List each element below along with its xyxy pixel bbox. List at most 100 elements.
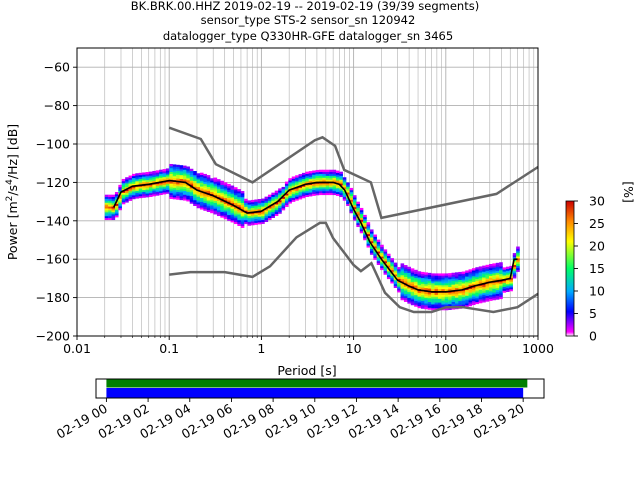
heatmap-cell [162, 184, 167, 187]
heatmap-cell [179, 169, 184, 172]
heatmap-cell [482, 284, 486, 288]
heatmap-cell [393, 266, 398, 269]
heatmap-cell [196, 204, 201, 207]
heatmap-cell [179, 195, 184, 199]
heatmap-cell [465, 272, 469, 275]
heatmap-cell [182, 173, 187, 176]
heatmap-cell [400, 284, 405, 287]
heatmap-cell [478, 270, 483, 273]
heatmap-cell [502, 276, 507, 280]
heatmap-cell [291, 186, 296, 189]
heatmap-cell [308, 192, 313, 195]
heatmap-cell [390, 263, 394, 267]
heatmap-cell [325, 188, 330, 192]
heatmap-cell [329, 192, 333, 196]
heatmap-cell [400, 276, 405, 280]
heatmap-cell [213, 208, 218, 211]
heatmap-cell [397, 276, 401, 279]
y-tick-label: −200 [36, 329, 70, 344]
heatmap-cell [172, 193, 177, 196]
heatmap-cell [244, 206, 248, 209]
heatmap-cell [128, 194, 133, 198]
heatmap-cell [114, 215, 119, 218]
heatmap-cell [407, 282, 411, 285]
heatmap-cell [441, 302, 445, 305]
heatmap-cell [118, 184, 122, 188]
heatmap-cell [196, 196, 201, 199]
heatmap-cell [295, 175, 299, 178]
heatmap-cell [465, 299, 469, 302]
heatmap-cell [478, 276, 483, 279]
heatmap-cell [403, 268, 408, 272]
heatmap-cell [475, 269, 479, 272]
heatmap-cell [448, 273, 452, 276]
heatmap-cell [128, 185, 133, 188]
heatmap-cell [108, 215, 112, 219]
heatmap-cell [448, 280, 452, 284]
heatmap-cell [186, 172, 190, 175]
heatmap-cell [502, 280, 507, 284]
heatmap-cell [349, 199, 354, 202]
heatmap-cell [186, 170, 190, 173]
heatmap-cell [213, 191, 218, 194]
heatmap-cell [448, 301, 452, 305]
colorbar-tick-label: 25 [589, 216, 605, 231]
heatmap-cell [434, 277, 439, 280]
heatmap-cell [420, 298, 425, 302]
heatmap-cell [390, 267, 394, 271]
heatmap-cell [271, 192, 275, 195]
heatmap-cell [237, 192, 241, 196]
heatmap-cell [182, 171, 187, 174]
heatmap-cell [441, 283, 445, 286]
heatmap-cell [138, 195, 143, 199]
heatmap-cell [148, 177, 153, 180]
heatmap-cell [108, 204, 112, 207]
heatmap-cell [441, 281, 445, 284]
heatmap-cell [471, 291, 476, 294]
heatmap-cell [376, 239, 381, 242]
heatmap-cell [213, 210, 218, 213]
heatmap-cell [488, 277, 493, 280]
heatmap-cell [468, 294, 473, 297]
heatmap-cell [468, 282, 473, 286]
heatmap-cell [444, 281, 449, 284]
heatmap-cell [291, 178, 296, 181]
heatmap-cell [152, 174, 156, 178]
heatmap-cell [431, 277, 435, 280]
heatmap-cell [254, 214, 258, 218]
heatmap-cell [407, 268, 411, 271]
heatmap-cell [125, 194, 129, 197]
heatmap-cell [257, 200, 262, 204]
heatmap-cell [291, 176, 296, 179]
heatmap-cell [512, 270, 517, 273]
heatmap-cell [155, 170, 160, 173]
heatmap-cell [240, 217, 245, 221]
heatmap-cell [325, 177, 330, 180]
heatmap-cell [284, 185, 289, 188]
heatmap-cell [118, 202, 122, 205]
heatmap-cell [431, 307, 435, 311]
heatmap-cell [492, 288, 496, 291]
heatmap-cell [475, 297, 479, 301]
heatmap-cell [165, 191, 170, 194]
heatmap-cell [346, 192, 350, 195]
heatmap-cell [220, 213, 224, 216]
heatmap-cell [145, 195, 150, 198]
heatmap-cell [461, 271, 466, 274]
heatmap-cell [312, 176, 316, 179]
heatmap-cell [499, 262, 503, 265]
heatmap-cell [468, 300, 473, 303]
heatmap-cell [199, 182, 204, 185]
heatmap-cell [448, 303, 452, 307]
heatmap-cell [369, 248, 374, 251]
heatmap-cell [335, 178, 340, 181]
heatmap-cell [390, 277, 394, 280]
heatmap-cell [349, 189, 354, 193]
heatmap-cell [240, 204, 245, 207]
heatmap-cell [291, 195, 296, 198]
heatmap-cell [284, 195, 289, 198]
heatmap-cell [451, 280, 456, 283]
heatmap-cell [410, 302, 415, 306]
heatmap-cell [159, 169, 163, 173]
heatmap-cell [461, 302, 466, 305]
